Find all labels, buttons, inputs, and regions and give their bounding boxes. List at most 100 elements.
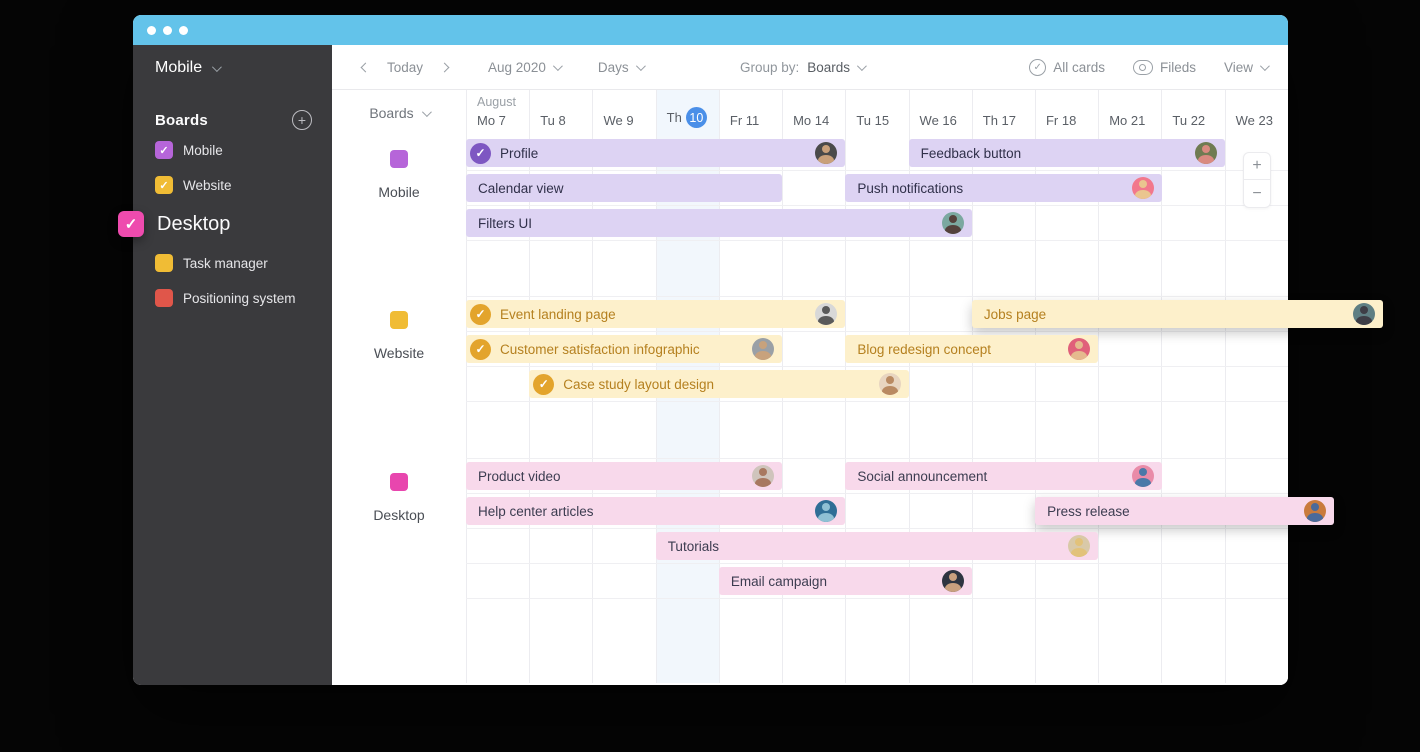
grouping-dropdown[interactable]: Boards xyxy=(332,90,466,136)
group-by-dropdown[interactable]: Boards xyxy=(807,60,867,75)
task-card-calendar-view[interactable]: Calendar view xyxy=(466,174,783,202)
day-label-text: Th xyxy=(666,110,682,125)
sidebar-item-desktop[interactable]: ✓ Desktop xyxy=(118,211,332,237)
task-title: Customer satisfaction infographic xyxy=(500,341,700,357)
avatar-body xyxy=(818,155,835,164)
checked-checkbox[interactable]: ✓ xyxy=(118,211,144,237)
assignee-avatar xyxy=(941,212,964,234)
grid-column xyxy=(466,136,529,683)
group-label: Desktop xyxy=(332,459,466,523)
day-header-cell: We 23 xyxy=(1224,90,1288,136)
task-card-event-landing-page[interactable]: ✓ Event landing page xyxy=(466,300,846,328)
task-title: Filters UI xyxy=(478,215,532,231)
checked-checkbox[interactable]: ✓ xyxy=(155,141,173,159)
grid-column xyxy=(718,136,782,683)
next-period-button[interactable] xyxy=(437,60,452,75)
avatar-head xyxy=(885,376,894,384)
avatar-head xyxy=(1075,341,1084,349)
all-cards-filter[interactable]: ✓ All cards xyxy=(1029,59,1105,76)
avatar-body xyxy=(1306,513,1323,522)
sidebar-item-label: Task manager xyxy=(183,255,268,271)
day-header-cell: Tu 22 xyxy=(1161,90,1224,136)
grid-column xyxy=(782,136,845,683)
day-header-cell: Fr 18 xyxy=(1034,90,1098,136)
sidebar-item-positioning-system[interactable]: Positioning system xyxy=(155,289,332,307)
traffic-light-dot[interactable] xyxy=(179,25,188,35)
group-empty-space xyxy=(332,402,1288,459)
task-title: Feedback button xyxy=(920,145,1022,161)
task-card-customer-satisfaction-infographic[interactable]: ✓ Customer satisfaction infographic xyxy=(466,335,783,363)
day-header-cell: We 9 xyxy=(592,90,655,136)
board-color-checkbox[interactable] xyxy=(155,289,173,307)
task-title: Event landing page xyxy=(500,306,616,322)
group-name: Website xyxy=(373,345,425,361)
traffic-light-dot[interactable] xyxy=(147,25,156,35)
avatar-head xyxy=(822,503,831,511)
task-card-press-release[interactable]: Press release xyxy=(1035,497,1334,525)
task-row: ✓ Case study layout design xyxy=(332,367,1288,402)
day-label: Mo 21 xyxy=(1109,113,1146,128)
task-card-push-notifications[interactable]: Push notifications xyxy=(845,174,1162,202)
board-color-checkbox[interactable] xyxy=(155,254,173,272)
assignee-avatar xyxy=(752,465,775,487)
avatar-body xyxy=(755,351,772,360)
chevron-down-icon xyxy=(857,61,867,72)
checked-checkbox[interactable]: ✓ xyxy=(155,176,173,194)
task-card-feedback-button[interactable]: Feedback button xyxy=(908,139,1225,167)
task-card-product-video[interactable]: Product video xyxy=(466,462,783,490)
sidebar-item-website[interactable]: ✓ Website xyxy=(155,176,332,194)
traffic-light-dot[interactable] xyxy=(163,25,172,35)
sidebar-item-label: Desktop xyxy=(157,212,231,235)
day-header-cell: Mo 21 xyxy=(1098,90,1161,136)
day-label: Mo 7 xyxy=(477,113,506,128)
assignee-avatar xyxy=(815,142,838,164)
done-check-icon[interactable]: ✓ xyxy=(533,373,555,395)
task-row: ✓ Customer satisfaction infographic Blog r… xyxy=(332,332,1288,367)
month-dropdown-label: Aug 2020 xyxy=(488,60,546,75)
avatar-body xyxy=(944,225,961,234)
group-empty-space xyxy=(332,599,1288,683)
assignee-avatar xyxy=(878,373,901,395)
sidebar-item-task-manager[interactable]: Task manager xyxy=(155,254,332,272)
done-check-icon[interactable]: ✓ xyxy=(470,303,491,325)
day-label: Tu 15 xyxy=(856,113,890,128)
task-card-case-study-layout-design[interactable]: ✓ Case study layout design xyxy=(529,370,909,398)
task-card-social-announcement[interactable]: Social announcement xyxy=(845,462,1162,490)
task-card-blog-redesign-concept[interactable]: Blog redesign concept xyxy=(845,335,1099,363)
done-check-icon[interactable]: ✓ xyxy=(470,142,491,164)
task-card-email-campaign[interactable]: Email campaign xyxy=(718,567,972,595)
task-card-profile[interactable]: ✓ Profile xyxy=(466,139,846,167)
avatar-head xyxy=(948,573,957,581)
sidebar-item-mobile[interactable]: ✓ Mobile xyxy=(155,141,332,159)
avatar-head xyxy=(822,306,831,314)
avatar-head xyxy=(1138,468,1147,476)
board-color-square xyxy=(390,150,408,168)
day-header-cell: Fr 11 xyxy=(718,90,782,136)
task-card-help-center-articles[interactable]: Help center articles xyxy=(466,497,846,525)
task-card-filters-ui[interactable]: Filters UI xyxy=(466,209,972,237)
assignee-avatar xyxy=(1131,177,1154,199)
day-label: Mo 14 xyxy=(793,113,830,128)
done-check-icon[interactable]: ✓ xyxy=(470,338,491,360)
avatar-head xyxy=(1138,180,1147,188)
month-dropdown[interactable]: Aug 2020 xyxy=(488,60,563,75)
add-board-icon[interactable]: + xyxy=(292,110,312,130)
view-dropdown[interactable]: View xyxy=(1224,60,1270,75)
fields-button[interactable]: Fileds xyxy=(1132,60,1196,75)
day-header-cell: Th 10 xyxy=(655,90,719,136)
task-row: Tutorials xyxy=(332,529,1288,564)
task-card-tutorials[interactable]: Tutorials xyxy=(655,532,1099,560)
task-card-jobs-page[interactable]: Jobs page xyxy=(971,300,1383,328)
avatar-body xyxy=(881,386,898,395)
grid-column xyxy=(1224,136,1288,683)
zoom-out-button[interactable]: − xyxy=(1252,184,1262,202)
zoom-in-button[interactable]: + xyxy=(1244,153,1270,180)
prev-period-button[interactable] xyxy=(358,60,373,75)
sidebar-item-label: Website xyxy=(183,177,232,193)
board-selector[interactable]: Mobile xyxy=(133,45,332,91)
board-group-mobile: Mobile ✓ Profile Feedback button Calendar vi… xyxy=(332,136,1288,297)
avatar-head xyxy=(759,468,768,476)
scale-dropdown[interactable]: Days xyxy=(598,60,646,75)
today-button[interactable]: Today xyxy=(387,60,424,75)
task-row: Filters UI xyxy=(332,206,1288,241)
